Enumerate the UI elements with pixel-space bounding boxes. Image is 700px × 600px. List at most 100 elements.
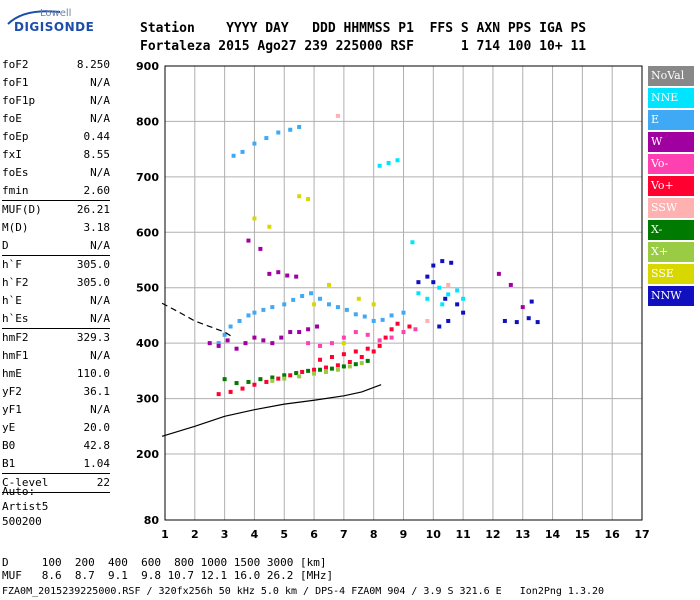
- param-row-hes: h`Es N/A: [2, 310, 110, 328]
- data-point-vo: [329, 341, 334, 346]
- param-row-foe: foE N/A: [2, 110, 110, 128]
- param-row-md: M(D) 3.18: [2, 219, 110, 237]
- param-value: 305.0: [76, 276, 110, 289]
- autoscaling-info: Auto: Artist5 500200: [2, 484, 48, 529]
- param-value: 3.18: [83, 221, 111, 234]
- data-point-vo: [371, 349, 376, 354]
- data-point-x: [306, 368, 311, 373]
- param-row-b0: B0 42.8: [2, 437, 110, 455]
- legend-item-e: E: [648, 110, 694, 130]
- param-row-foes: foEs N/A: [2, 164, 110, 182]
- param-name: fxI: [2, 148, 22, 161]
- data-point-e: [252, 310, 257, 315]
- plot-frame: [164, 65, 643, 521]
- param-value: N/A: [90, 312, 110, 325]
- data-point-nnw: [416, 280, 421, 285]
- param-value: 20.0: [83, 421, 111, 434]
- param-value: 0.44: [83, 130, 111, 143]
- data-point-vo: [377, 338, 382, 343]
- data-point-x: [282, 373, 287, 378]
- x-tick-label: 9: [400, 528, 408, 541]
- data-point-e: [300, 294, 305, 299]
- data-point-w: [297, 330, 302, 335]
- data-point-nnw: [443, 296, 448, 301]
- data-point-vo: [228, 389, 233, 394]
- auto-program: Artist5: [2, 500, 49, 513]
- muf-table: D 100 200 400 600 800 1000 1500 3000 [km…: [2, 556, 333, 582]
- param-value: 8.55: [83, 148, 111, 161]
- param-row-fof2: foF2 8.250: [2, 56, 110, 74]
- data-point-nne: [437, 285, 442, 290]
- data-point-vo: [276, 376, 281, 381]
- header-line1: Station YYYY DAY DDD HHMMSS P1 FFS S AXN…: [140, 21, 587, 36]
- param-name: C-level: [2, 476, 49, 489]
- data-point-e: [326, 302, 331, 307]
- data-point-ssw: [335, 113, 340, 118]
- data-point-nnw: [437, 324, 442, 329]
- x-tick-label: 12: [485, 528, 500, 541]
- param-name: MUF(D): [2, 203, 42, 216]
- data-point-vo: [383, 335, 388, 340]
- param-row-he: h`E N/A: [2, 292, 110, 310]
- data-point-vo: [377, 343, 382, 348]
- x-tick-label: 17: [634, 528, 649, 541]
- param-value: N/A: [90, 76, 110, 89]
- data-point-sse: [306, 197, 311, 202]
- data-point-nnw: [502, 318, 507, 323]
- param-row-foep: foEp 0.44: [2, 128, 110, 146]
- data-point-w: [225, 338, 230, 343]
- data-point-x: [347, 364, 352, 369]
- data-point-w: [243, 341, 248, 346]
- data-point-w: [315, 324, 320, 329]
- param-row-b1: B1 1.04: [2, 455, 110, 473]
- param-name: B0: [2, 439, 16, 452]
- logo-digisonde: DIGISONDE: [14, 20, 95, 34]
- data-point-w: [288, 330, 293, 335]
- data-point-e: [222, 332, 227, 337]
- data-point-nnw: [431, 263, 436, 268]
- x-tick-label: 8: [370, 528, 378, 541]
- y-tick-label: 900: [136, 60, 159, 73]
- data-point-vo: [389, 335, 394, 340]
- param-value: N/A: [90, 112, 110, 125]
- x-tick-label: 4: [251, 528, 259, 541]
- data-point-vo: [300, 369, 305, 374]
- y-tick-label: 700: [136, 171, 159, 184]
- data-point-e: [261, 307, 266, 312]
- data-point-vo: [306, 341, 311, 346]
- data-point-sse: [297, 194, 302, 199]
- data-point-e: [216, 341, 221, 346]
- data-point-x: [312, 371, 317, 376]
- param-value: 42.8: [83, 439, 111, 452]
- param-name: foEp: [2, 130, 29, 143]
- data-point-vo: [329, 355, 334, 359]
- data-point-nne: [386, 161, 391, 165]
- param-value: 36.1: [83, 385, 111, 398]
- param-value: N/A: [90, 166, 110, 179]
- legend-item-x: X-: [648, 220, 694, 240]
- data-point-e: [237, 318, 242, 323]
- data-point-e: [291, 297, 296, 302]
- legend-item-ssw: SSW: [648, 198, 694, 218]
- data-point-x: [318, 367, 323, 372]
- data-point-nnw: [526, 316, 531, 321]
- data-point-x: [294, 371, 299, 376]
- param-separator: [2, 473, 110, 474]
- data-point-sse: [356, 296, 361, 301]
- data-point-vo: [240, 386, 245, 391]
- y-tick-label: 400: [136, 337, 159, 350]
- data-point-x: [323, 369, 328, 374]
- legend: NoVal NNE E W Vo- Vo+ SSW X- X+ SSE NNW: [648, 66, 694, 308]
- y-tick-label: 500: [136, 282, 159, 295]
- param-value: N/A: [90, 403, 110, 416]
- data-point-w: [270, 341, 275, 346]
- data-point-vo: [318, 343, 323, 348]
- data-point-w: [496, 271, 501, 276]
- data-point-e: [288, 127, 293, 132]
- data-point-nnw: [425, 274, 430, 279]
- data-point-vo: [407, 324, 412, 329]
- header-line2: Fortaleza 2015 Ago27 239 225000 RSF 1 71…: [140, 39, 587, 54]
- data-point-vo: [365, 346, 370, 351]
- x-tick-label: 16: [605, 528, 621, 541]
- data-point-e: [228, 324, 233, 329]
